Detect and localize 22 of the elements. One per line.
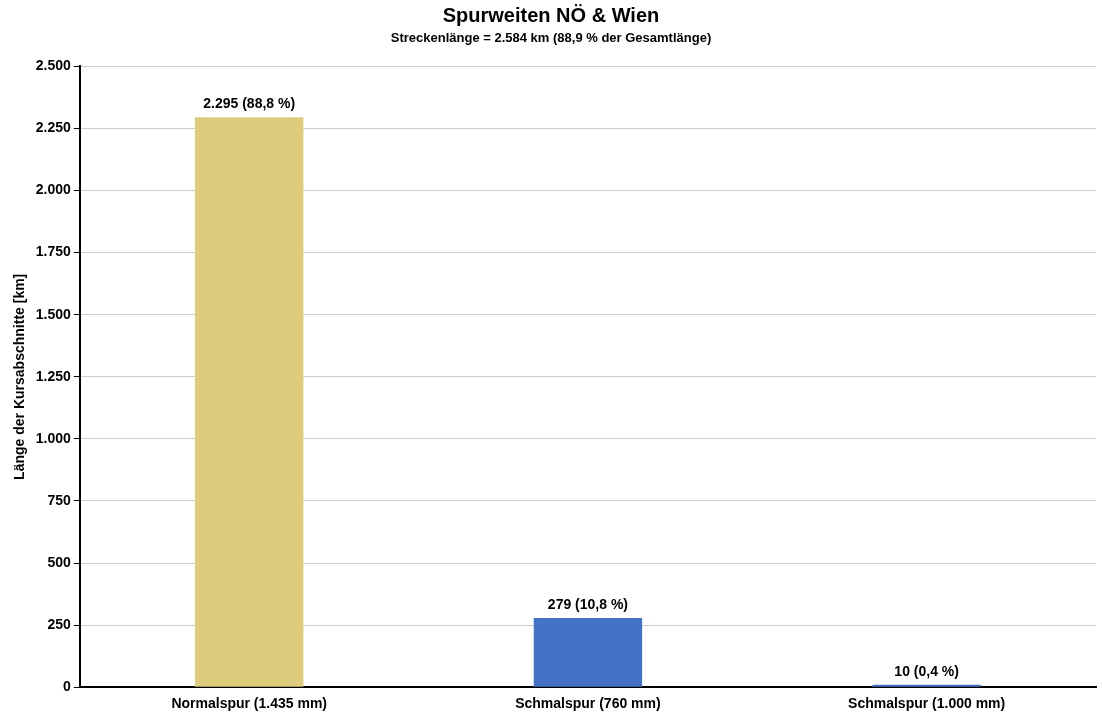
data-label: 10 (0,4 %)	[894, 662, 959, 679]
y-tick-label: 0	[63, 678, 72, 695]
y-tick-label: 1.750	[35, 243, 72, 260]
y-tick-label: 2.500	[35, 57, 72, 74]
bar	[195, 117, 304, 687]
y-tick-label: 1.250	[35, 367, 72, 384]
bar	[533, 617, 643, 687]
y-axis-title: Länge der Kursabschnitte [km]	[11, 273, 28, 480]
y-tick-label: 2.250	[35, 119, 72, 136]
x-tick-label: Schmalspur (1.000 mm)	[848, 695, 1006, 712]
x-tick-label: Normalspur (1.435 mm)	[171, 695, 327, 712]
data-label: 279 (10,8 %)	[547, 595, 628, 612]
y-tick-label: 2.000	[35, 181, 72, 198]
y-tick-label: 1.000	[35, 429, 72, 446]
x-tick-label: Schmalspur (760 mm)	[515, 695, 661, 712]
chart-subtitle: Streckenlänge = 2.584 km (88,9 % der Gesamtlänge)	[389, 30, 713, 45]
y-tick-label: 250	[47, 615, 72, 632]
y-tick-label: 1.500	[35, 305, 72, 322]
y-tick-label: 750	[47, 491, 72, 508]
data-label: 2.295 (88,8 %)	[203, 95, 296, 112]
y-tick-label: 500	[47, 553, 72, 570]
chart-title: Spurweiten NÖ & Wien	[441, 4, 661, 27]
